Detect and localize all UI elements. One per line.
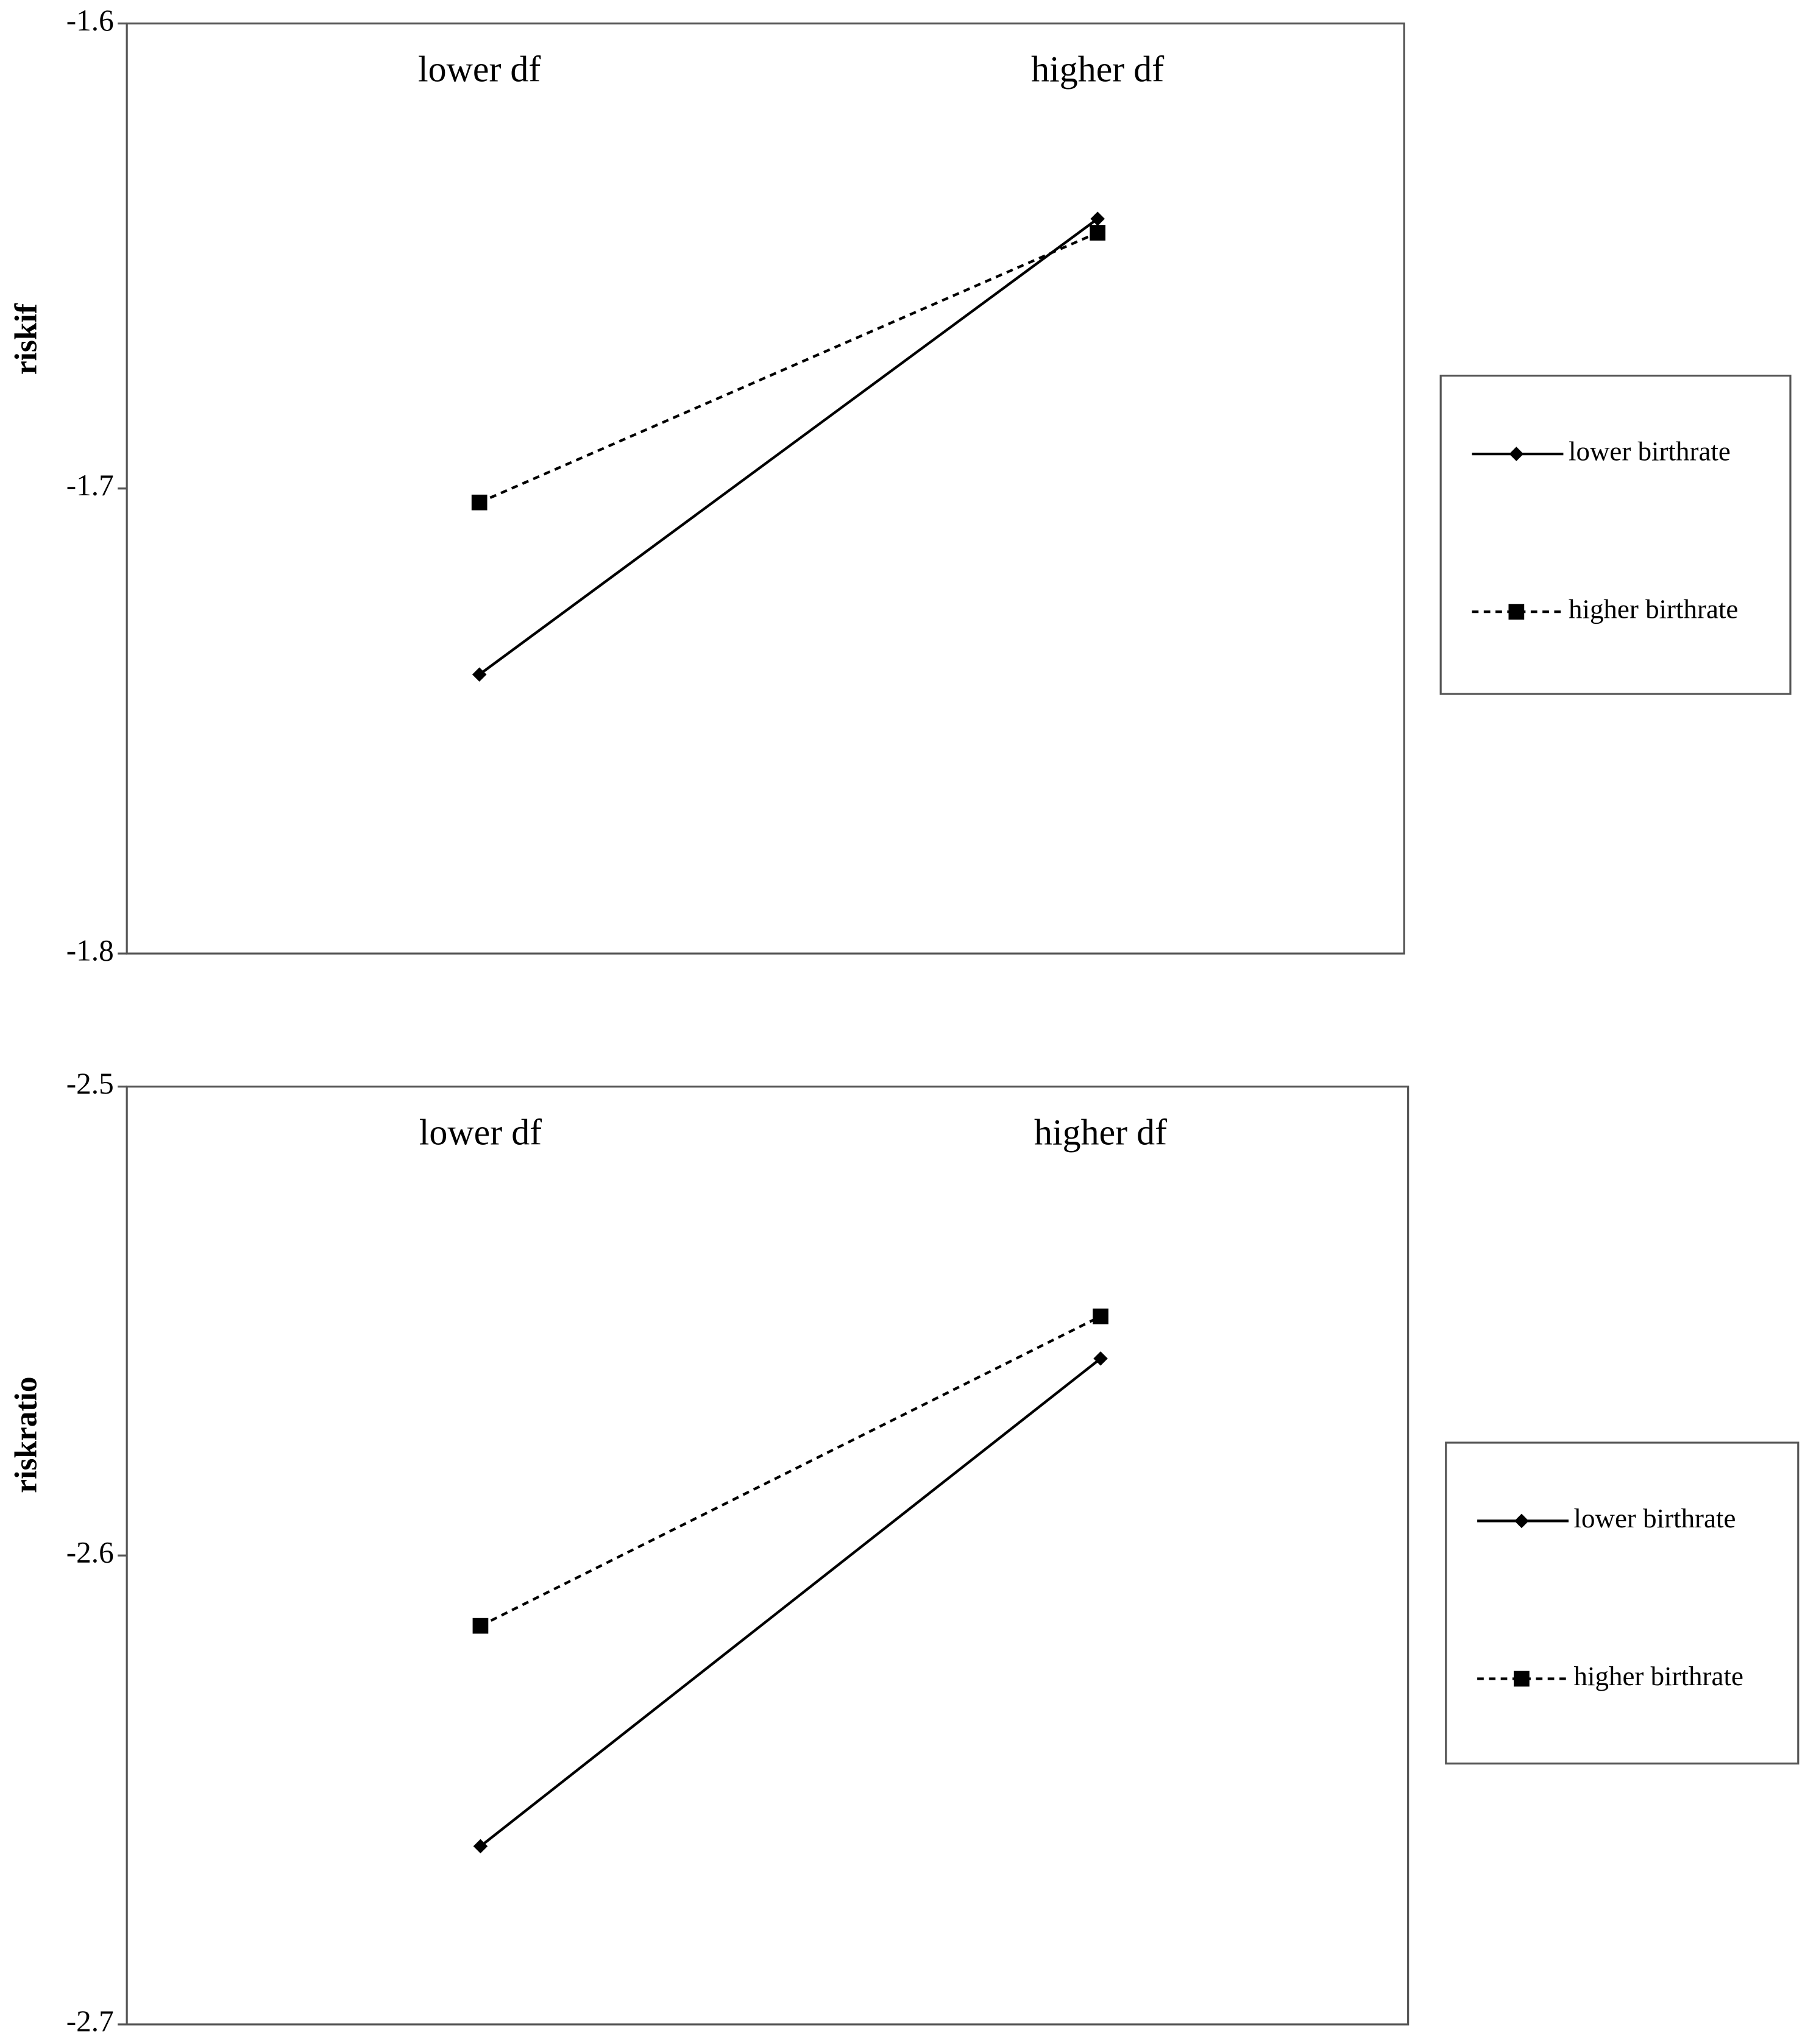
category-label: higher df [1034,1112,1167,1153]
legend-marker [1514,1513,1529,1529]
category-label: lower df [419,1112,542,1153]
legend-box [1445,1441,1800,1765]
plot-frame [126,1085,1410,2026]
y-tick-label: -2.5 [66,1067,114,1100]
point-marker [471,494,488,511]
y-tick-label: -1.7 [66,469,114,502]
y-axis-label: riskif [9,303,43,375]
legend-label: higher birthrate [1574,1661,1743,1691]
point-marker [1090,225,1106,241]
series-line [480,1315,1102,1627]
y-tick-label: -1.8 [66,933,114,967]
plot-frame [126,22,1405,955]
legend-label: lower birthrate [1569,436,1731,466]
series-line [478,217,1099,676]
legend-label: lower birthrate [1574,1503,1736,1533]
y-tick-label: -2.6 [66,1535,114,1569]
legend-box [1439,375,1792,695]
category-label: higher df [1031,49,1164,90]
point-marker [473,1839,488,1854]
category-label: lower df [418,49,541,90]
y-tick-label: -1.6 [66,4,114,37]
series-line [478,232,1099,504]
legend-label: higher birthrate [1569,593,1738,624]
series-line [480,1357,1102,1848]
point-marker [472,1618,489,1634]
y-axis-label: riskratio [9,1377,43,1493]
y-tick-label: -2.7 [66,2004,114,2038]
legend-marker [1508,604,1525,620]
point-marker [1093,1308,1108,1324]
legend-marker [1514,1671,1530,1687]
